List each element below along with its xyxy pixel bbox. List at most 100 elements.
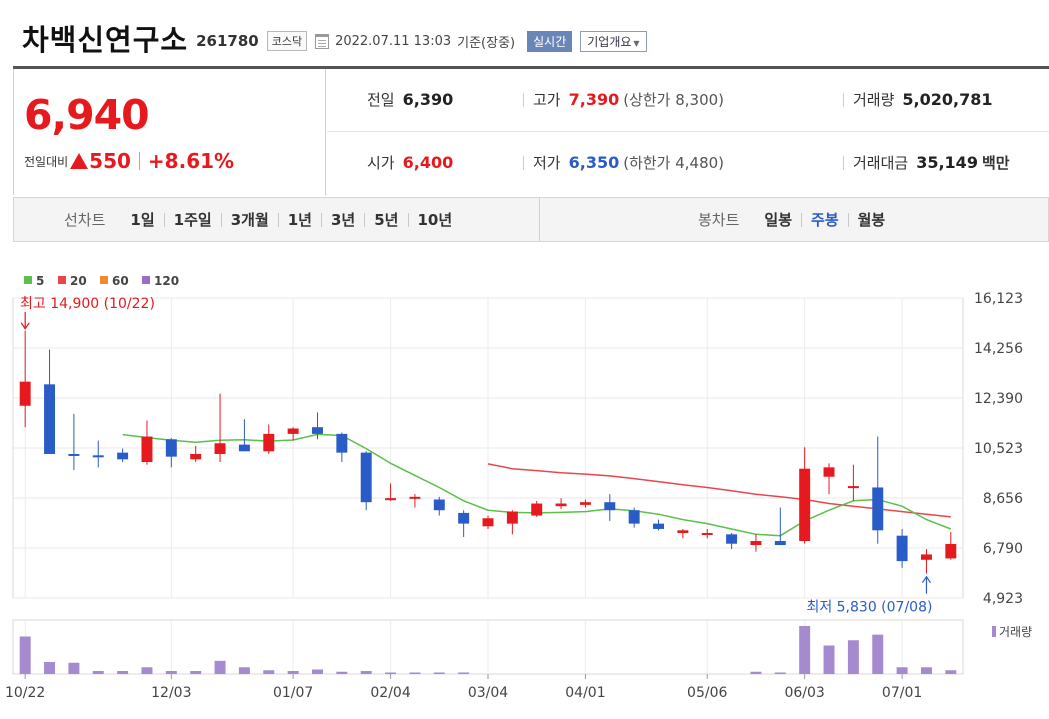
- period-10y[interactable]: 10년: [407, 212, 462, 227]
- candle: [238, 419, 250, 452]
- volume-bar: [214, 660, 226, 674]
- stats-row: 시가 6,400 저가 6,350 (하한가 4,480) 거래대금 35,149 백만: [327, 132, 1049, 195]
- quote-basis: 기준(장중): [457, 35, 516, 51]
- trade-value: 35,149: [916, 153, 978, 172]
- candle-body: [92, 455, 104, 458]
- company-overview-label: 기업개요: [587, 34, 632, 49]
- volume-bar: [872, 634, 884, 674]
- volume-label: 거래량: [999, 625, 1032, 639]
- period-1w[interactable]: 1주일: [163, 212, 221, 227]
- prev-close-value: 6,390: [402, 90, 454, 109]
- candle: [190, 445, 202, 463]
- high-label: 고가: [533, 91, 561, 109]
- candle-body: [823, 467, 835, 477]
- candle-body: [68, 453, 80, 456]
- quote-date: 2022.07.11 13:03: [335, 33, 452, 49]
- candle-body: [920, 554, 932, 560]
- volume-bar: [287, 671, 299, 674]
- volume-bar: [165, 671, 177, 674]
- candle-body: [774, 541, 786, 546]
- volume-bar: [458, 672, 470, 674]
- y-tick-label: 6,790: [983, 541, 1023, 557]
- candle-body: [190, 453, 202, 460]
- y-tick-label: 8,656: [983, 491, 1023, 507]
- divider: [843, 156, 844, 170]
- open-label: 시가: [367, 154, 395, 172]
- high-arrowhead-icon: [20, 322, 30, 330]
- candle: [263, 424, 275, 454]
- volume-bar: [409, 672, 421, 674]
- period-1d[interactable]: 1일: [130, 210, 155, 229]
- period-1y[interactable]: 1년: [277, 212, 321, 227]
- candle-body: [701, 532, 713, 535]
- candle-monthly[interactable]: 월봉: [847, 212, 895, 227]
- volume-bar: [312, 669, 323, 674]
- x-tick-label: 01/07: [273, 685, 313, 701]
- candle-body: [263, 433, 275, 452]
- x-tick-label: 02/04: [370, 685, 410, 701]
- line-chart-periods: 선차트 1일 1주일 3개월 1년 3년 5년 10년: [64, 198, 461, 241]
- candle: [117, 448, 129, 463]
- current-price: 6,940: [24, 91, 150, 139]
- candle-body: [360, 452, 372, 503]
- candle-body: [677, 530, 689, 533]
- candle: [750, 534, 762, 552]
- current-price-box: 6,940 전일대비 550 +8.61%: [13, 69, 326, 195]
- candle-body: [44, 384, 56, 454]
- candle-daily[interactable]: 일봉: [764, 210, 793, 229]
- volume-bar: [238, 667, 250, 674]
- legend-swatch: [100, 276, 108, 284]
- candle: [19, 330, 31, 428]
- legend-label: 60: [112, 274, 129, 288]
- volume-bar: [263, 670, 275, 674]
- candle-body: [945, 543, 957, 559]
- quote-summary: 6,940 전일대비 550 +8.61% 전일 6,390 고가 7,390 (상한…: [13, 66, 1049, 195]
- candle: [385, 483, 397, 501]
- candle: [823, 463, 835, 495]
- period-5y[interactable]: 5년: [364, 212, 407, 227]
- period-3m[interactable]: 3개월: [220, 212, 278, 227]
- divider: [539, 198, 540, 241]
- price-change: 전일대비 550 +8.61%: [24, 149, 234, 173]
- candle: [433, 496, 445, 516]
- candle-body: [847, 486, 859, 489]
- low-value: 6,350: [568, 153, 620, 172]
- volume-bar: [385, 672, 397, 674]
- weekly-candlestick-chart[interactable]: 4,923 6,790 8,656 10,523 12,390 14,256 16,123 1…: [0, 262, 1049, 719]
- volume-label: 거래량: [853, 91, 895, 109]
- candle-body: [896, 535, 908, 562]
- caret-down-icon: ▼: [633, 38, 640, 48]
- candle: [579, 499, 591, 508]
- line-chart-label: 선차트: [64, 211, 106, 229]
- candle: [531, 500, 543, 517]
- trade-value-label: 거래대금: [853, 154, 909, 172]
- company-overview-dropdown[interactable]: 기업개요 ▼: [580, 30, 647, 52]
- candle-body: [287, 428, 299, 434]
- volume-bar: [190, 671, 202, 674]
- upper-limit: (상한가 8,300): [623, 91, 725, 109]
- candle: [165, 437, 177, 468]
- candle-body: [117, 452, 129, 460]
- x-tick-label: 07/01: [882, 685, 922, 701]
- change-label: 전일대비: [24, 154, 69, 169]
- volume-bar: [896, 667, 908, 674]
- candle-weekly[interactable]: 주봉: [801, 212, 848, 227]
- legend-swatch: [142, 276, 150, 284]
- candle-body: [799, 468, 811, 542]
- candle: [872, 436, 884, 544]
- candle: [896, 528, 908, 568]
- candle-body: [238, 444, 250, 452]
- x-tick-label: 10/22: [5, 685, 45, 701]
- candle-body: [385, 498, 397, 501]
- divider: [843, 93, 844, 107]
- trade-value-stat: 거래대금 35,149 백만: [853, 152, 1010, 173]
- candle-body: [750, 541, 762, 546]
- candle: [458, 510, 470, 538]
- candle-body: [555, 503, 567, 507]
- period-3y[interactable]: 3년: [321, 212, 364, 227]
- realtime-button[interactable]: 실시간: [527, 30, 573, 52]
- low-stat: 저가 6,350 (하한가 4,480): [533, 152, 724, 173]
- volume-bar: [847, 640, 859, 674]
- volume-bar: [920, 667, 932, 674]
- volume-value: 5,020,781: [902, 90, 993, 109]
